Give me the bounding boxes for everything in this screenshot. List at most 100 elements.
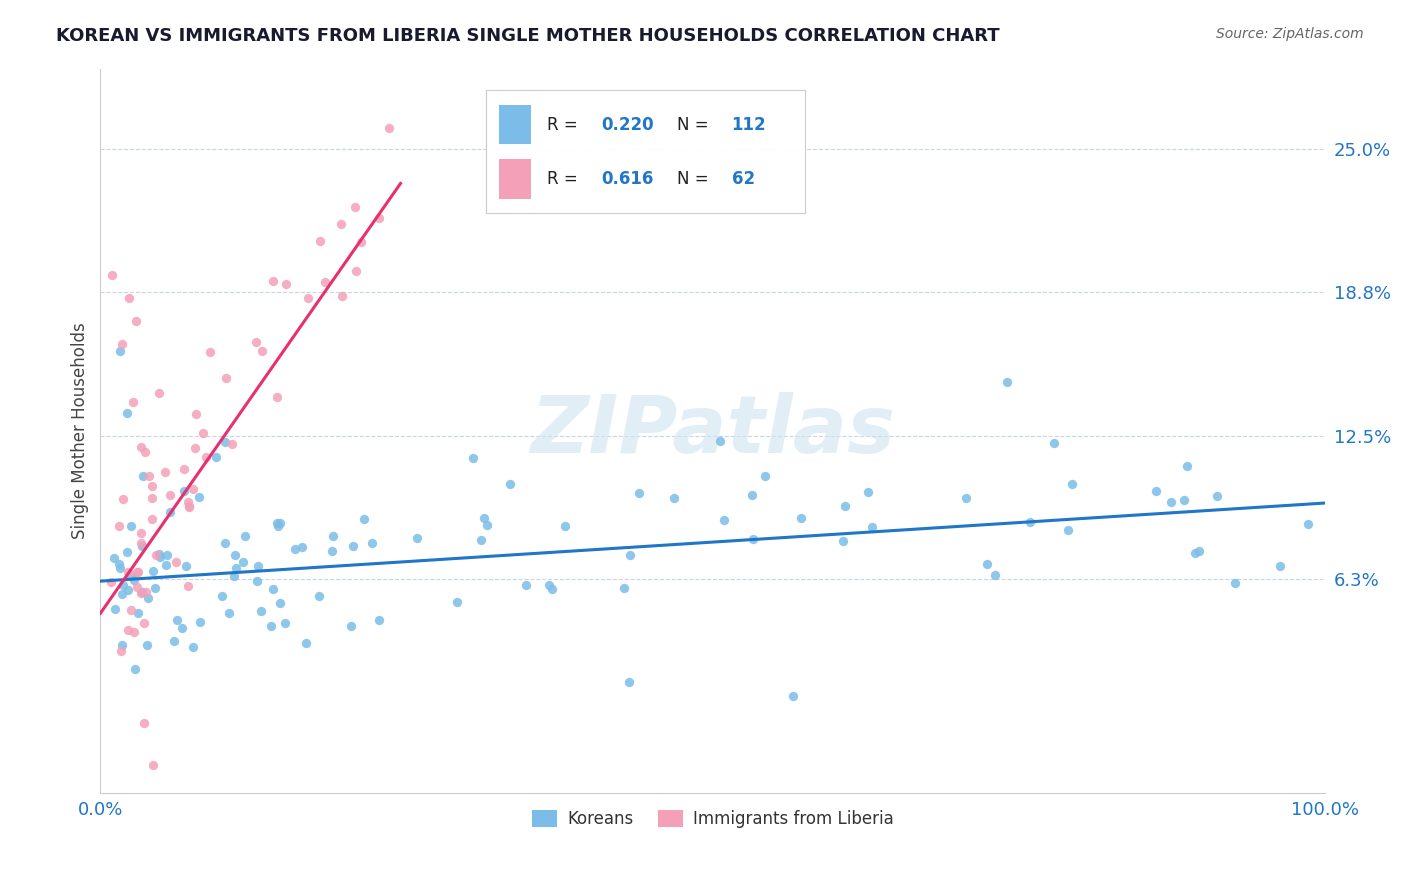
Point <box>188 615 211 629</box>
Point <box>619 548 641 562</box>
Point <box>138 591 160 606</box>
Point <box>537 578 560 592</box>
Point <box>269 596 291 610</box>
Point <box>613 581 636 595</box>
Point <box>378 120 401 135</box>
Point <box>515 578 537 592</box>
Point <box>181 483 204 497</box>
Point <box>162 633 184 648</box>
Point <box>136 639 159 653</box>
Point <box>360 536 382 550</box>
Point <box>138 469 160 483</box>
Point <box>274 616 297 631</box>
Point <box>984 567 1007 582</box>
Point <box>463 450 485 465</box>
Point <box>120 603 142 617</box>
Point <box>1060 477 1083 491</box>
Point <box>131 469 153 483</box>
Point <box>446 595 468 609</box>
Point <box>125 580 148 594</box>
Point <box>155 558 177 573</box>
Point <box>540 582 562 596</box>
Point <box>266 390 288 404</box>
Point <box>184 441 207 455</box>
Point <box>198 345 221 359</box>
Point <box>101 268 124 283</box>
Point <box>1177 458 1199 473</box>
Point <box>156 548 179 562</box>
Point <box>858 485 880 500</box>
Point <box>177 494 200 508</box>
Point <box>159 505 181 519</box>
Point <box>343 201 366 215</box>
Point <box>132 715 155 730</box>
Point <box>709 434 731 449</box>
Point <box>110 561 132 575</box>
Point <box>186 407 208 421</box>
Point <box>294 636 316 650</box>
Point <box>125 565 148 579</box>
Point <box>1057 523 1080 537</box>
Point <box>995 376 1018 390</box>
Point <box>1043 436 1066 450</box>
Point <box>955 491 977 505</box>
Point <box>117 582 139 597</box>
Point <box>1160 495 1182 509</box>
Point <box>148 547 170 561</box>
Point <box>117 566 139 580</box>
Point <box>122 574 145 588</box>
Point <box>554 518 576 533</box>
Point <box>741 532 763 546</box>
Point <box>179 500 201 514</box>
Point <box>131 584 153 599</box>
Text: ZIPatlas: ZIPatlas <box>530 392 896 469</box>
Point <box>129 440 152 454</box>
Point <box>111 578 134 592</box>
Point <box>350 235 373 250</box>
Point <box>194 450 217 465</box>
Point <box>174 559 197 574</box>
Point <box>252 344 274 359</box>
Point <box>108 519 131 533</box>
Point <box>141 479 163 493</box>
Point <box>314 275 336 289</box>
Point <box>249 604 271 618</box>
Point <box>406 531 429 545</box>
Point <box>754 468 776 483</box>
Point <box>191 425 214 440</box>
Point <box>322 529 344 543</box>
Point <box>245 334 267 349</box>
Point <box>155 465 177 479</box>
Point <box>269 516 291 531</box>
Point <box>224 548 246 562</box>
Point <box>221 436 243 450</box>
Point <box>141 511 163 525</box>
Point <box>741 488 763 502</box>
Point <box>342 540 364 554</box>
Point <box>1270 559 1292 574</box>
Point <box>124 624 146 639</box>
Point <box>110 638 132 652</box>
Point <box>166 613 188 627</box>
Point <box>262 582 284 597</box>
Point <box>172 622 194 636</box>
Point <box>834 499 856 513</box>
Point <box>1298 517 1320 532</box>
Point <box>332 289 354 303</box>
Point <box>472 511 495 525</box>
Point <box>309 234 332 248</box>
Point <box>266 516 288 530</box>
Point <box>832 533 855 548</box>
Point <box>274 277 297 292</box>
Point <box>173 483 195 498</box>
Point <box>214 435 236 450</box>
Point <box>368 613 391 627</box>
Point <box>215 370 238 384</box>
Point <box>100 575 122 590</box>
Point <box>297 291 319 305</box>
Point <box>713 512 735 526</box>
Point <box>1173 493 1195 508</box>
Point <box>224 569 246 583</box>
Point <box>142 564 165 578</box>
Point <box>159 488 181 502</box>
